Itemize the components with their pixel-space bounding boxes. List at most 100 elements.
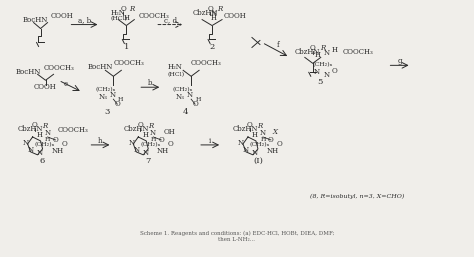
Text: CbzHN: CbzHN <box>295 48 320 57</box>
Text: H₂N: H₂N <box>167 63 182 71</box>
Text: g: g <box>397 57 402 65</box>
Text: N: N <box>150 129 156 137</box>
Text: 4: 4 <box>182 108 188 116</box>
Text: (CH₂)ₙ: (CH₂)ₙ <box>312 62 333 67</box>
Text: N: N <box>27 146 34 154</box>
Text: BocHN: BocHN <box>16 68 41 76</box>
Text: i: i <box>209 137 211 145</box>
Text: COOCH₃: COOCH₃ <box>57 126 88 134</box>
Text: H: H <box>151 137 156 142</box>
Text: H: H <box>118 97 123 102</box>
Text: N: N <box>324 49 330 57</box>
Text: CbzHN: CbzHN <box>192 9 218 17</box>
Text: (HCl): (HCl) <box>167 72 184 77</box>
Text: N: N <box>36 149 43 157</box>
Text: N: N <box>211 10 217 18</box>
Text: H: H <box>332 47 337 54</box>
Text: H₂N: H₂N <box>110 9 125 17</box>
Text: 2: 2 <box>210 43 215 51</box>
Text: N: N <box>252 149 258 157</box>
Text: O: O <box>167 140 173 148</box>
Text: N: N <box>128 139 134 147</box>
Text: N: N <box>142 149 148 157</box>
Text: N: N <box>109 91 116 99</box>
Text: b: b <box>148 79 153 87</box>
Text: N₃: N₃ <box>176 93 185 101</box>
Text: COOCH₃: COOCH₃ <box>343 48 374 57</box>
Text: (CH₂)ₙ: (CH₂)ₙ <box>35 142 55 148</box>
Text: OH: OH <box>163 128 175 136</box>
Text: CbzHN: CbzHN <box>233 125 258 133</box>
Text: COOCH₃: COOCH₃ <box>138 12 169 20</box>
Text: c, d: c, d <box>164 17 177 25</box>
Text: N: N <box>45 129 51 137</box>
Text: NH: NH <box>157 147 169 155</box>
Text: COOCH₃: COOCH₃ <box>190 59 221 67</box>
Text: X: X <box>273 128 278 136</box>
Text: COOH: COOH <box>34 83 56 91</box>
Text: 1: 1 <box>124 43 129 51</box>
Text: O: O <box>268 136 274 144</box>
Text: O: O <box>192 100 198 108</box>
Text: BocHN: BocHN <box>23 16 48 24</box>
Text: a, b: a, b <box>78 17 91 25</box>
Text: N: N <box>314 68 320 76</box>
Text: h: h <box>98 137 103 145</box>
Text: 3: 3 <box>105 108 110 116</box>
Text: O: O <box>207 5 213 13</box>
Text: 7: 7 <box>146 157 151 165</box>
Text: (CH₂)ₙ: (CH₂)ₙ <box>250 142 270 148</box>
Text: H: H <box>123 14 129 22</box>
Text: O: O <box>120 5 126 13</box>
Text: NH: NH <box>267 147 279 155</box>
Text: N: N <box>23 139 29 147</box>
Text: O: O <box>32 121 37 129</box>
Text: Scheme 1. Reagents and conditions: (a) EDC·HCl, HOBt, DIEA, DMF;
then L-NH₂...: Scheme 1. Reagents and conditions: (a) E… <box>140 231 334 242</box>
Text: R: R <box>147 122 153 130</box>
Text: H: H <box>45 137 50 142</box>
Text: (CH₂)ₙ: (CH₂)ₙ <box>173 87 193 92</box>
Text: N: N <box>133 146 139 154</box>
Text: CbzHN: CbzHN <box>18 125 43 133</box>
Text: H: H <box>260 137 265 142</box>
Text: H: H <box>195 97 201 102</box>
Text: N: N <box>243 146 249 154</box>
Text: O: O <box>53 136 58 144</box>
Text: R: R <box>320 44 325 52</box>
Text: NH: NH <box>52 147 64 155</box>
Text: R: R <box>42 122 47 130</box>
Text: H: H <box>142 131 148 139</box>
Text: N: N <box>187 91 193 99</box>
Text: O: O <box>137 121 143 129</box>
Text: N: N <box>324 71 330 79</box>
Text: (HCl): (HCl) <box>110 16 128 21</box>
Text: (I): (I) <box>253 157 263 165</box>
Text: (8, R=isobutyl, n=3, X=CHO): (8, R=isobutyl, n=3, X=CHO) <box>310 194 404 199</box>
Text: COOCH₃: COOCH₃ <box>113 59 144 67</box>
Text: H: H <box>36 131 43 139</box>
Text: H: H <box>252 131 258 139</box>
Text: BocHN: BocHN <box>87 63 113 71</box>
Text: N₃: N₃ <box>99 93 107 101</box>
Text: R: R <box>218 5 223 13</box>
Text: N: N <box>238 139 244 147</box>
Text: COOH: COOH <box>51 12 73 20</box>
Text: e: e <box>64 80 68 88</box>
Text: CbzHN: CbzHN <box>123 125 149 133</box>
Text: (CH₂)ₙ: (CH₂)ₙ <box>140 142 160 148</box>
Text: H: H <box>211 14 217 22</box>
Text: O: O <box>310 44 316 52</box>
Text: R: R <box>128 5 134 13</box>
Text: f: f <box>276 41 279 49</box>
Text: (CH₂)ₙ: (CH₂)ₙ <box>95 87 116 92</box>
Text: 5: 5 <box>317 78 322 86</box>
Text: O: O <box>158 136 164 144</box>
Text: O: O <box>332 67 337 75</box>
Text: O: O <box>247 121 253 129</box>
Text: O: O <box>62 140 67 148</box>
Text: H: H <box>315 51 321 59</box>
Text: 6: 6 <box>40 157 45 165</box>
Text: COOH: COOH <box>224 12 247 20</box>
Text: COOCH₃: COOCH₃ <box>44 64 74 72</box>
Text: N: N <box>260 129 266 137</box>
